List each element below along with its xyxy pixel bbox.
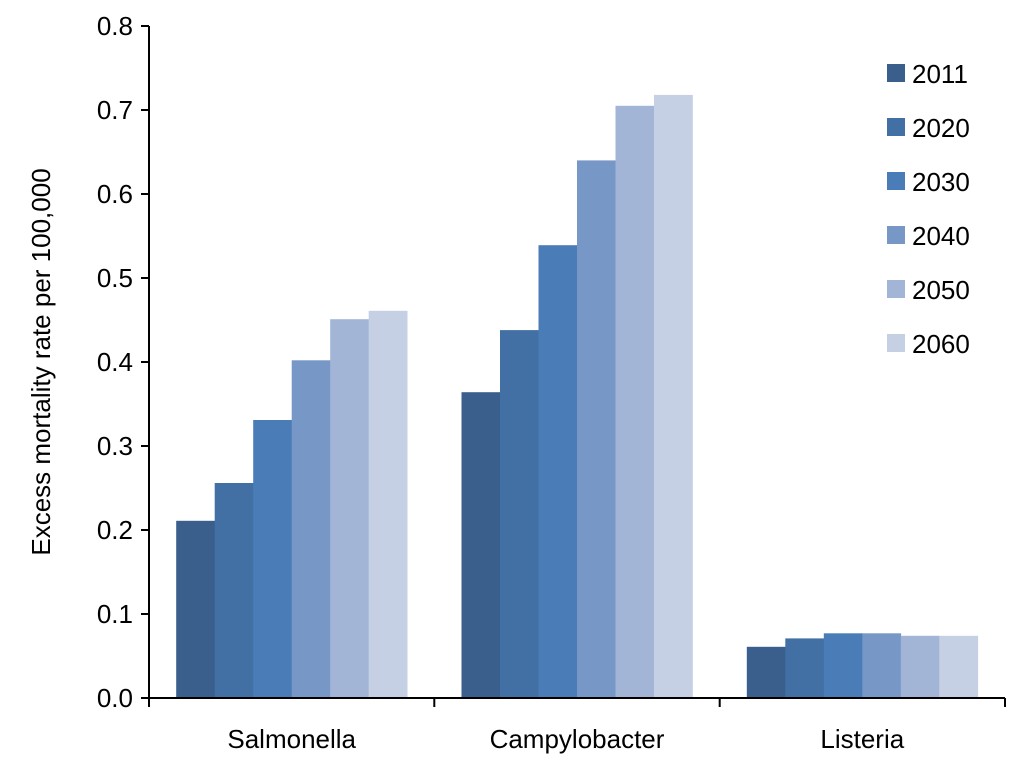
legend-label: 2050: [912, 275, 970, 305]
y-tick-label: 0.7: [97, 95, 133, 125]
bar-salmonella-2030: [253, 420, 292, 698]
legend: 2011 2020 2030 2040 2050 2060: [887, 59, 970, 359]
bar-campylobacter-2050: [615, 105, 655, 699]
x-category-label: Campylobacter: [490, 724, 665, 754]
legend-label: 2040: [912, 221, 970, 251]
y-ticks-group: 0.0 0.1 0.2 0.3 0.4 0.5 0.6 0.7 0.8: [97, 11, 149, 713]
y-tick-label: 0.6: [97, 179, 133, 209]
y-axis-title: Excess mortality rate per 100,000: [26, 168, 56, 555]
bar-listeria-2060: [939, 635, 979, 698]
legend-swatch-2060: [887, 334, 905, 352]
legend-swatch-2011: [887, 64, 905, 82]
bar-listeria-2040: [862, 633, 902, 698]
y-tick-label: 0.2: [97, 515, 133, 545]
bar-campylobacter-2040: [577, 160, 616, 698]
bars-group: [176, 94, 979, 699]
legend-swatch-2050: [887, 280, 905, 298]
bar-salmonella-2011: [176, 520, 215, 698]
bar-listeria-2050: [900, 635, 940, 698]
bar-salmonella-2020: [214, 483, 254, 698]
bar-listeria-2011: [746, 646, 786, 698]
legend-label: 2060: [912, 329, 970, 359]
bar-campylobacter-2060: [654, 94, 693, 698]
bar-listeria-2020: [785, 638, 825, 698]
y-axis-title-group: Excess mortality rate per 100,000: [26, 168, 56, 555]
x-category-label: Salmonella: [227, 724, 356, 754]
y-tick-label: 0.8: [97, 11, 133, 41]
legend-swatch-2020: [887, 118, 905, 136]
bar-campylobacter-2020: [500, 330, 539, 698]
y-tick-label: 0.0: [97, 683, 133, 713]
y-tick-label: 0.3: [97, 431, 133, 461]
bar-campylobacter-2030: [538, 245, 578, 698]
bar-salmonella-2040: [291, 360, 331, 698]
y-tick-label: 0.1: [97, 599, 133, 629]
legend-label: 2020: [912, 113, 970, 143]
legend-label: 2011: [912, 59, 968, 89]
bar-salmonella-2060: [368, 310, 408, 698]
y-tick-label: 0.4: [97, 347, 133, 377]
x-category-label: Listeria: [820, 724, 904, 754]
legend-swatch-2040: [887, 226, 905, 244]
bar-campylobacter-2011: [461, 392, 501, 698]
x-labels-group: Salmonella Campylobacter Listeria: [227, 724, 904, 754]
legend-label: 2030: [912, 167, 970, 197]
y-tick-label: 0.5: [97, 263, 133, 293]
bar-salmonella-2050: [330, 319, 369, 698]
legend-swatch-2030: [887, 172, 905, 190]
bar-listeria-2030: [823, 633, 863, 698]
